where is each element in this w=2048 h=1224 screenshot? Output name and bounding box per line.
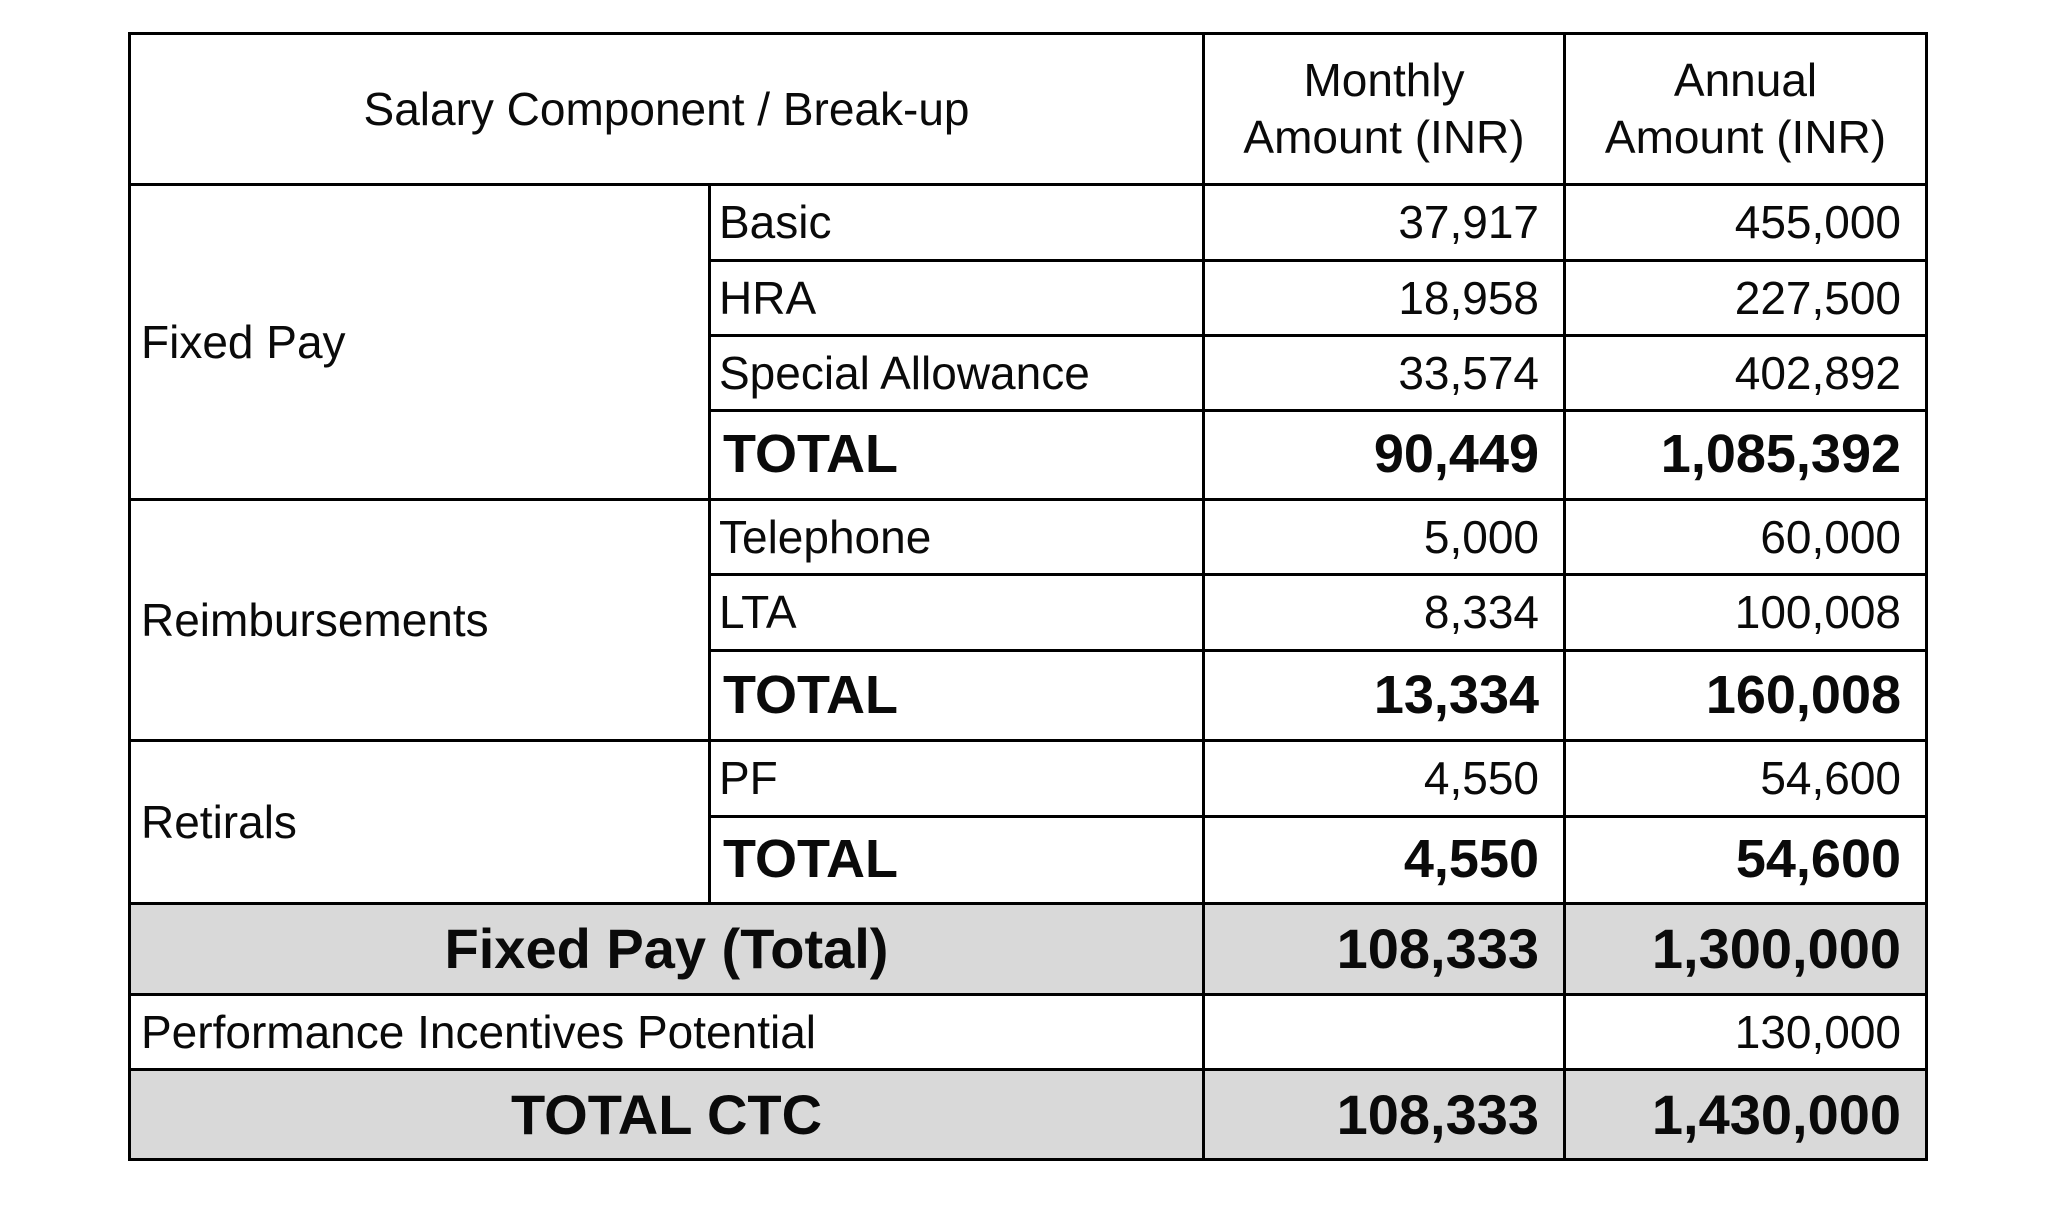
subtotal-monthly: 4,550 bbox=[1202, 815, 1567, 905]
header-annual-line1: Annual bbox=[1673, 53, 1818, 106]
monthly-amount: 18,958 bbox=[1202, 259, 1567, 337]
annual-amount: 402,892 bbox=[1563, 334, 1929, 412]
monthly-amount: 8,334 bbox=[1202, 573, 1567, 652]
header-annual-line2: Amount (INR) bbox=[1604, 111, 1887, 163]
annual-amount: 100,008 bbox=[1563, 573, 1929, 652]
subtotal-monthly: 13,334 bbox=[1202, 649, 1567, 742]
header-monthly-line1: Monthly bbox=[1303, 53, 1465, 106]
group-label-fixed-pay: Fixed Pay bbox=[128, 183, 711, 501]
item-label: Basic bbox=[707, 183, 1206, 262]
total-ctc-row: TOTAL CTC 108,333 1,430,000 bbox=[127, 1068, 1929, 1161]
total-ctc-label: TOTAL CTC bbox=[127, 1068, 1206, 1161]
header-monthly-line2: Amount (INR) bbox=[1243, 111, 1525, 163]
subtotal-annual: 54,600 bbox=[1563, 815, 1929, 905]
subtotal-label: TOTAL bbox=[707, 409, 1206, 501]
table-row: Reimbursements Telephone 5,000 60,000 bbox=[128, 498, 1929, 742]
table-row: Retirals PF 4,550 54,600 bbox=[128, 739, 1929, 905]
item-label: Special Allowance bbox=[707, 334, 1206, 412]
subtotal-label: TOTAL bbox=[707, 815, 1206, 905]
monthly-amount: 5,000 bbox=[1202, 498, 1567, 576]
subtotal-annual: 160,008 bbox=[1563, 649, 1929, 742]
performance-incentives-annual: 130,000 bbox=[1563, 993, 1929, 1071]
fixed-pay-total-monthly: 108,333 bbox=[1202, 902, 1567, 996]
group-label-retirals: Retirals bbox=[128, 739, 711, 905]
performance-incentives-monthly bbox=[1202, 993, 1567, 1071]
item-label: LTA bbox=[707, 573, 1206, 652]
annual-amount: 60,000 bbox=[1563, 498, 1929, 576]
item-label: HRA bbox=[707, 259, 1206, 337]
performance-incentives-row: Performance Incentives Potential 130,000 bbox=[127, 993, 1929, 1071]
table-row: Fixed Pay Basic 37,917 455,000 bbox=[128, 183, 1929, 501]
subtotal-row: TOTAL 4,550 54,600 bbox=[130, 815, 1929, 905]
header-monthly-amount: Monthly Amount (INR) bbox=[1202, 32, 1567, 186]
monthly-amount: 37,917 bbox=[1202, 183, 1567, 262]
monthly-amount: 4,550 bbox=[1202, 739, 1567, 818]
table-row: LTA 8,334 100,008 bbox=[130, 573, 1929, 652]
total-ctc-annual: 1,430,000 bbox=[1563, 1068, 1929, 1161]
table-row: HRA 18,958 227,500 bbox=[130, 259, 1929, 337]
annual-amount: 54,600 bbox=[1563, 739, 1929, 818]
header-salary-component: Salary Component / Break-up bbox=[127, 32, 1206, 186]
header-salary-component-label: Salary Component / Break-up bbox=[363, 82, 970, 135]
item-label: Telephone bbox=[707, 498, 1206, 576]
fixed-pay-total-annual: 1,300,000 bbox=[1563, 902, 1929, 996]
annual-amount: 455,000 bbox=[1563, 183, 1929, 262]
header-row: Salary Component / Break-up Monthly Amou… bbox=[127, 32, 1929, 186]
item-label: PF bbox=[707, 739, 1206, 818]
annual-amount: 227,500 bbox=[1563, 259, 1929, 337]
subtotal-row: TOTAL 90,449 1,085,392 bbox=[130, 409, 1929, 501]
subtotal-row: TOTAL 13,334 160,008 bbox=[130, 649, 1929, 742]
subtotal-monthly: 90,449 bbox=[1202, 409, 1567, 501]
total-ctc-monthly: 108,333 bbox=[1202, 1068, 1567, 1161]
performance-incentives-label: Performance Incentives Potential bbox=[127, 993, 1206, 1071]
header-annual-amount: Annual Amount (INR) bbox=[1563, 32, 1929, 186]
fixed-pay-total-label: Fixed Pay (Total) bbox=[127, 902, 1206, 996]
group-label-reimbursements: Reimbursements bbox=[128, 498, 711, 742]
subtotal-annual: 1,085,392 bbox=[1563, 409, 1929, 501]
table-row: Special Allowance 33,574 402,892 bbox=[130, 334, 1929, 412]
fixed-pay-total-row: Fixed Pay (Total) 108,333 1,300,000 bbox=[127, 902, 1929, 996]
subtotal-label: TOTAL bbox=[707, 649, 1206, 742]
salary-breakup-table: Salary Component / Break-up Monthly Amou… bbox=[127, 32, 1929, 1161]
monthly-amount: 33,574 bbox=[1202, 334, 1567, 412]
